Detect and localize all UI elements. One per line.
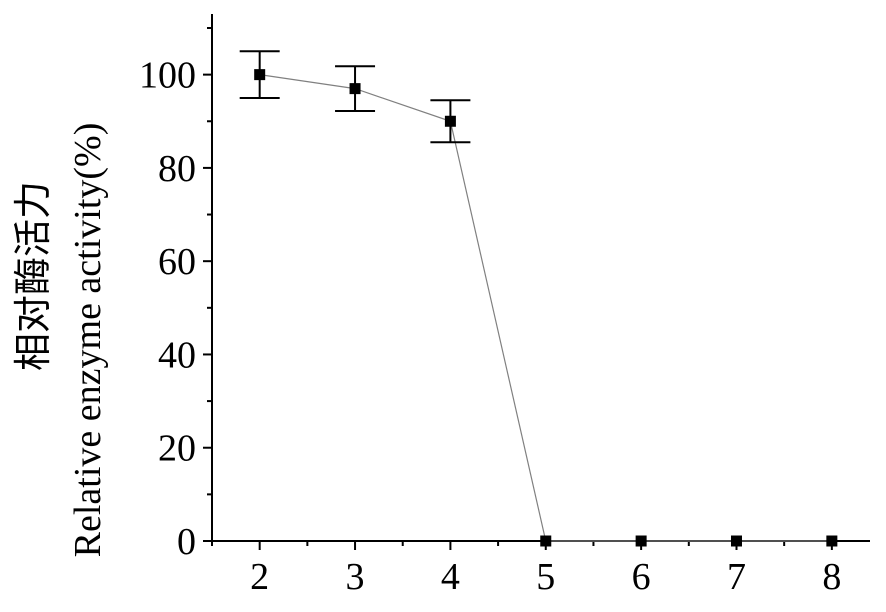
x-tick-label: 3 <box>346 556 365 598</box>
y-tick-label: 80 <box>158 148 196 190</box>
x-tick-label: 2 <box>250 556 269 598</box>
x-tick-label: 5 <box>536 556 555 598</box>
axis-labels: 相对酶活力 Relative enzyme activity(%) <box>13 123 109 558</box>
data-point <box>540 535 552 547</box>
data-point <box>826 535 838 547</box>
x-tick-label: 8 <box>822 556 841 598</box>
data-point <box>254 69 266 81</box>
series-line <box>259 74 832 542</box>
axes: 0 20 40 60 80 100 2 3 4 5 6 7 8 <box>139 14 870 598</box>
data-point <box>730 535 742 547</box>
y-tick-label: 0 <box>177 521 196 563</box>
y-tick-label: 20 <box>158 428 196 470</box>
x-tick-label: 4 <box>441 556 460 598</box>
data-point <box>635 535 647 547</box>
y-tick-label: 40 <box>158 334 196 376</box>
data-series <box>239 50 838 547</box>
x-tick-label: 6 <box>632 556 651 598</box>
data-point <box>444 115 456 127</box>
y-tick-label: 100 <box>139 55 196 97</box>
data-point <box>349 83 361 95</box>
x-tick-label: 7 <box>727 556 746 598</box>
y-axis-title: Relative enzyme activity(%) <box>67 123 109 558</box>
y-tick-label: 60 <box>158 241 196 283</box>
y-axis-title-cn: 相对酶活力 <box>13 181 55 371</box>
